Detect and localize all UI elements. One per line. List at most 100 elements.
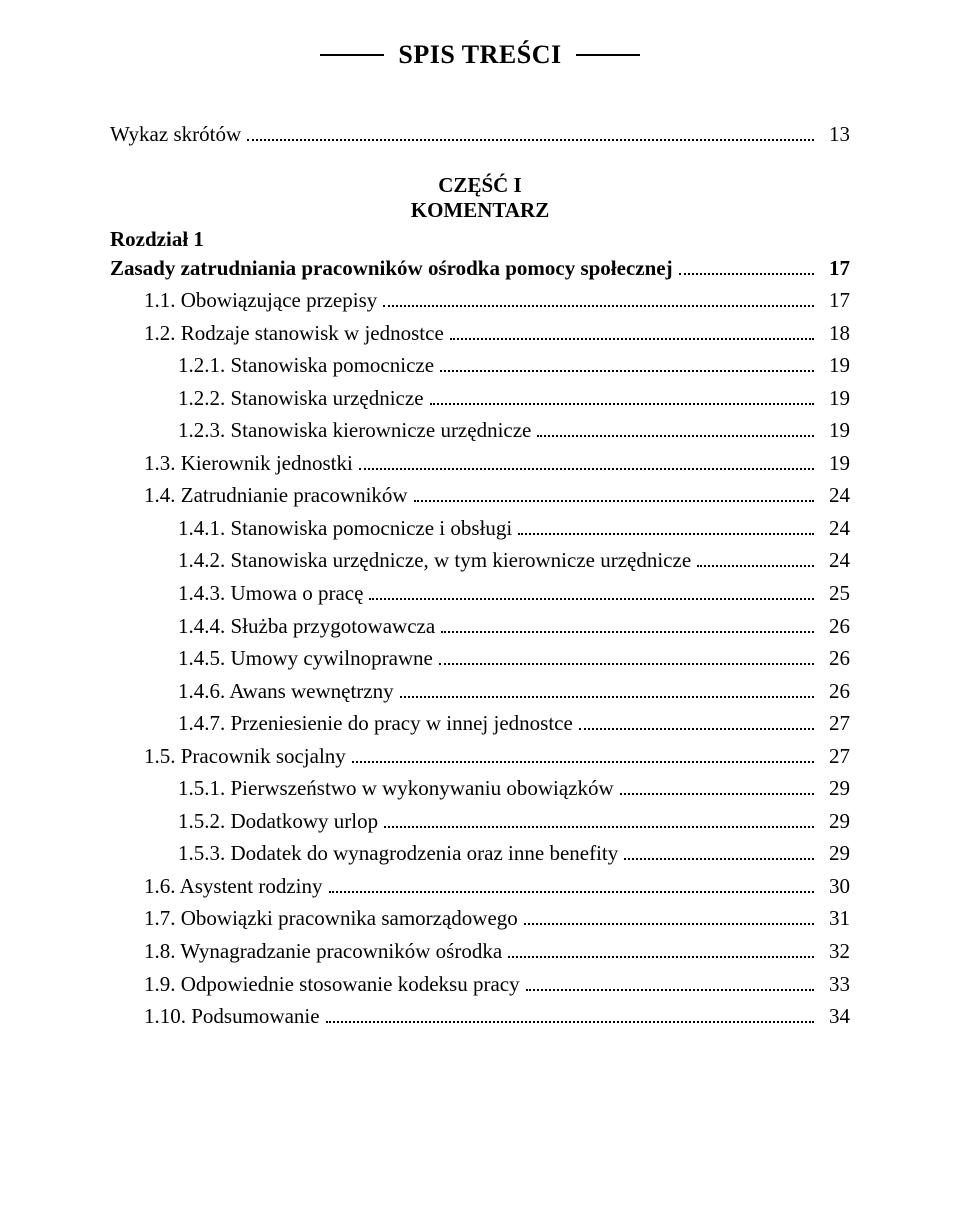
toc-entry: 1.5.2. Dodatkowy urlop 29 — [110, 805, 850, 838]
toc-label: 1.5.1. Pierwszeństwo w wykonywaniu obowi… — [178, 772, 614, 805]
toc-page: 30 — [820, 870, 850, 903]
toc-page: 26 — [820, 610, 850, 643]
toc-entry: 1.4.4. Służba przygotowawcza 26 — [110, 610, 850, 643]
leader — [450, 321, 814, 340]
leader — [439, 646, 814, 665]
toc-label: 1.4.4. Służba przygotowawcza — [178, 610, 435, 643]
leader — [400, 679, 814, 698]
toc-page: 25 — [820, 577, 850, 610]
toc-entry: 1.5.3. Dodatek do wynagrodzenia oraz inn… — [110, 837, 850, 870]
leader — [441, 614, 814, 633]
toc-entry: 1.3. Kierownik jednostki 19 — [110, 447, 850, 480]
page-title: SPIS TREŚCI — [398, 40, 561, 70]
toc-entry: 1.7. Obowiązki pracownika samorządowego … — [110, 902, 850, 935]
leader — [326, 1004, 814, 1023]
toc-page: 19 — [820, 382, 850, 415]
toc-label: 1.4. Zatrudnianie pracowników — [144, 479, 408, 512]
toc-label: 1.5.3. Dodatek do wynagrodzenia oraz inn… — [178, 837, 618, 870]
toc-entry: 1.4.7. Przeniesienie do pracy w innej je… — [110, 707, 850, 740]
toc-label: 1.2.3. Stanowiska kierownicze urzędnicze — [178, 414, 531, 447]
toc-page: 19 — [820, 447, 850, 480]
toc-entry: 1.4.5. Umowy cywilnoprawne 26 — [110, 642, 850, 675]
leader — [414, 484, 814, 503]
toc-page: 24 — [820, 512, 850, 545]
toc-label: 1.2.2. Stanowiska urzędnicze — [178, 382, 424, 415]
leader — [369, 581, 814, 600]
toc-page: 34 — [820, 1000, 850, 1033]
leader — [430, 386, 814, 405]
leader — [526, 972, 814, 991]
page: SPIS TREŚCI Wykaz skrótów 13 CZĘŚĆ I KOM… — [0, 0, 960, 1073]
toc-page: 26 — [820, 675, 850, 708]
toc-page: 27 — [820, 740, 850, 773]
toc-entry: 1.2.3. Stanowiska kierownicze urzędnicze… — [110, 414, 850, 447]
leader — [624, 842, 814, 861]
toc-page: 19 — [820, 349, 850, 382]
leader — [579, 711, 814, 730]
leader — [620, 777, 814, 796]
chapter-label: Rozdział 1 — [110, 227, 850, 252]
toc-page: 29 — [820, 772, 850, 805]
toc-label: 1.1. Obowiązujące przepisy — [144, 284, 377, 317]
leader — [508, 939, 814, 958]
leader — [440, 353, 814, 372]
toc-page: 24 — [820, 544, 850, 577]
leader — [359, 451, 814, 470]
toc-entry: 1.2.2. Stanowiska urzędnicze 19 — [110, 382, 850, 415]
toc-page: 26 — [820, 642, 850, 675]
toc-page: 18 — [820, 317, 850, 350]
leader — [329, 874, 815, 893]
toc-entry: 1.4.3. Umowa o pracę 25 — [110, 577, 850, 610]
toc-label: 1.4.7. Przeniesienie do pracy w innej je… — [178, 707, 573, 740]
toc-page: 17 — [820, 284, 850, 317]
leader — [383, 288, 814, 307]
toc-page: 31 — [820, 902, 850, 935]
part-heading: CZĘŚĆ I KOMENTARZ — [110, 173, 850, 223]
toc-page: 17 — [820, 252, 850, 285]
toc-label: Zasady zatrudniania pracowników ośrodka … — [110, 252, 673, 285]
title-rule-right — [576, 54, 640, 56]
toc-entry: Wykaz skrótów 13 — [110, 118, 850, 151]
toc-entry: 1.2.1. Stanowiska pomocnicze 19 — [110, 349, 850, 382]
toc-label: 1.7. Obowiązki pracownika samorządowego — [144, 902, 518, 935]
toc-label: 1.3. Kierownik jednostki — [144, 447, 353, 480]
toc-page: 27 — [820, 707, 850, 740]
toc-entry: 1.4.2. Stanowiska urzędnicze, w tym kier… — [110, 544, 850, 577]
toc-page: 29 — [820, 837, 850, 870]
toc-page: 13 — [820, 118, 850, 151]
toc-label: 1.4.2. Stanowiska urzędnicze, w tym kier… — [178, 544, 691, 577]
toc-entry: 1.8. Wynagradzanie pracowników ośrodka 3… — [110, 935, 850, 968]
toc-page: 33 — [820, 968, 850, 1001]
leader — [679, 256, 814, 275]
leader — [518, 516, 814, 535]
leader — [524, 907, 814, 926]
toc-label: 1.6. Asystent rodziny — [144, 870, 323, 903]
title-wrap: SPIS TREŚCI — [110, 40, 850, 70]
toc-entry: 1.6. Asystent rodziny 30 — [110, 870, 850, 903]
toc-page: 19 — [820, 414, 850, 447]
toc-label: 1.4.6. Awans wewnętrzny — [178, 675, 394, 708]
leader — [384, 809, 814, 828]
toc-label: 1.10. Podsumowanie — [144, 1000, 320, 1033]
toc-label: 1.5. Pracownik socjalny — [144, 740, 346, 773]
toc-label: 1.4.5. Umowy cywilnoprawne — [178, 642, 433, 675]
toc-entry: Zasady zatrudniania pracowników ośrodka … — [110, 252, 850, 285]
toc-entry: 1.5. Pracownik socjalny 27 — [110, 740, 850, 773]
toc-label: 1.4.3. Umowa o pracę — [178, 577, 363, 610]
toc-entry: 1.1. Obowiązujące przepisy 17 — [110, 284, 850, 317]
part-line2: KOMENTARZ — [110, 198, 850, 223]
toc-label: 1.2.1. Stanowiska pomocnicze — [178, 349, 434, 382]
leader — [352, 744, 814, 763]
toc-label: 1.9. Odpowiednie stosowanie kodeksu prac… — [144, 968, 520, 1001]
toc-page: 29 — [820, 805, 850, 838]
title-rule-left — [320, 54, 384, 56]
toc-entry: 1.2. Rodzaje stanowisk w jednostce 18 — [110, 317, 850, 350]
toc-entry: 1.9. Odpowiednie stosowanie kodeksu prac… — [110, 968, 850, 1001]
part-line1: CZĘŚĆ I — [110, 173, 850, 198]
leader — [697, 549, 814, 568]
toc-entry: 1.5.1. Pierwszeństwo w wykonywaniu obowi… — [110, 772, 850, 805]
leader — [537, 418, 814, 437]
toc-label: 1.8. Wynagradzanie pracowników ośrodka — [144, 935, 502, 968]
toc-label: Wykaz skrótów — [110, 118, 241, 151]
toc-entry: 1.10. Podsumowanie 34 — [110, 1000, 850, 1033]
